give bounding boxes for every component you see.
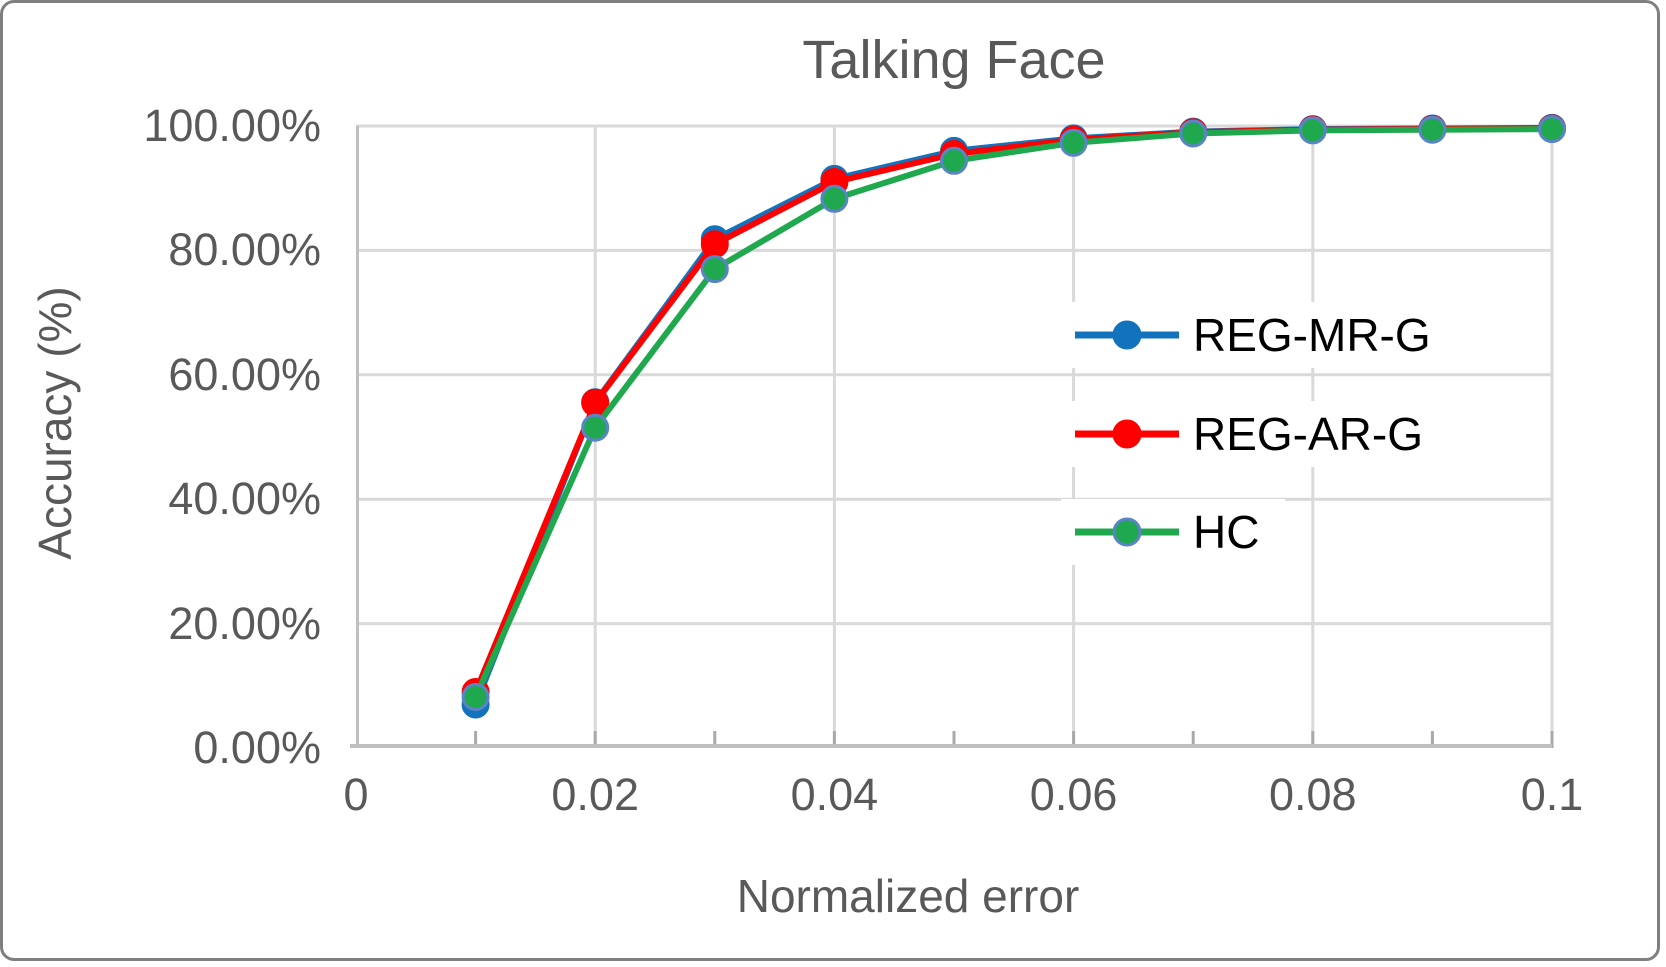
legend-marker-REG-MR-G [1112, 320, 1142, 350]
y-tick-label: 60.00% [168, 348, 321, 400]
legend-marker-HC [1112, 517, 1142, 547]
marker-HC-5 [1059, 128, 1088, 157]
plot-canvas [350, 113, 1566, 748]
legend-item-REG-MR-G: REG-MR-G [1061, 302, 1457, 368]
marker-HC-4 [940, 146, 968, 175]
marker-HC-0 [461, 683, 490, 711]
marker-REG-AR-G-2 [700, 230, 729, 259]
plot-area [350, 113, 1566, 748]
y-tick-label: 40.00% [168, 473, 321, 525]
legend-swatch-REG-AR-G [1075, 419, 1179, 449]
legend-swatch-HC [1075, 517, 1179, 547]
x-tick-label: 0.1 [1520, 769, 1584, 820]
x-axis-title: Normalized error [736, 870, 1080, 922]
marker-HC-3 [820, 184, 849, 213]
marker-HC-8 [1418, 115, 1447, 144]
legend-label-HC: HC [1193, 506, 1260, 558]
marker-HC-1 [581, 413, 610, 442]
marker-HC-2 [700, 255, 729, 284]
y-tick-label: 0.00% [193, 722, 321, 773]
series-line-HC [472, 126, 1555, 700]
y-tick-label: 80.00% [168, 224, 321, 276]
marker-HC-6 [1179, 119, 1208, 148]
x-tick-label: 0.06 [1029, 769, 1118, 820]
x-tick-label: 0.04 [790, 769, 879, 820]
y-tick-label: 100.00% [143, 100, 321, 151]
legend-marker-REG-AR-G [1112, 419, 1142, 449]
legend-item-REG-AR-G: REG-AR-G [1061, 401, 1449, 467]
legend-swatch-REG-MR-G [1075, 320, 1179, 350]
marker-HC-9 [1538, 115, 1566, 144]
chart-title: Talking Face [802, 30, 1106, 90]
legend-label-REG-MR-G: REG-MR-G [1193, 309, 1431, 361]
legend-label-REG-AR-G: REG-AR-G [1193, 408, 1423, 460]
marker-HC-7 [1298, 116, 1327, 145]
y-tick-label: 20.00% [168, 597, 321, 649]
y-axis-title: Accuracy (%) [29, 286, 81, 560]
x-tick-label: 0.08 [1269, 769, 1357, 820]
legend-item-HC: HC [1061, 499, 1286, 565]
x-tick-label: 0.02 [551, 769, 639, 820]
x-tick-label: 0 [343, 769, 369, 820]
